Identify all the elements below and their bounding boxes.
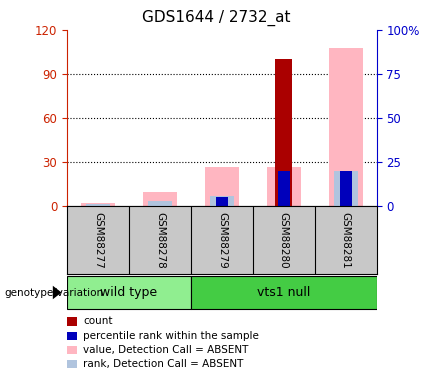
Text: rank, Detection Call = ABSENT: rank, Detection Call = ABSENT <box>83 359 243 369</box>
Bar <box>86 204 110 206</box>
Text: GSM88279: GSM88279 <box>217 211 227 268</box>
Bar <box>334 171 358 206</box>
Text: GSM88280: GSM88280 <box>279 211 289 268</box>
Bar <box>340 171 352 206</box>
Bar <box>267 168 301 206</box>
FancyBboxPatch shape <box>67 276 191 309</box>
Bar <box>210 196 234 206</box>
Bar <box>329 48 363 206</box>
Bar <box>143 192 177 206</box>
Text: vts1 null: vts1 null <box>257 286 310 299</box>
Bar <box>275 59 292 206</box>
Text: GSM88278: GSM88278 <box>155 211 165 268</box>
Text: genotype/variation: genotype/variation <box>4 288 103 297</box>
Bar <box>205 168 239 206</box>
Bar <box>216 197 228 206</box>
Bar <box>148 201 172 206</box>
Text: GSM88277: GSM88277 <box>93 211 103 268</box>
Text: value, Detection Call = ABSENT: value, Detection Call = ABSENT <box>83 345 249 355</box>
Text: count: count <box>83 316 113 326</box>
Bar <box>81 203 115 206</box>
Text: wild type: wild type <box>100 286 158 299</box>
Polygon shape <box>53 286 61 299</box>
Bar <box>278 171 290 206</box>
Text: GSM88281: GSM88281 <box>341 211 351 268</box>
Text: percentile rank within the sample: percentile rank within the sample <box>83 331 259 340</box>
Text: GDS1644 / 2732_at: GDS1644 / 2732_at <box>142 9 291 26</box>
FancyBboxPatch shape <box>191 276 377 309</box>
